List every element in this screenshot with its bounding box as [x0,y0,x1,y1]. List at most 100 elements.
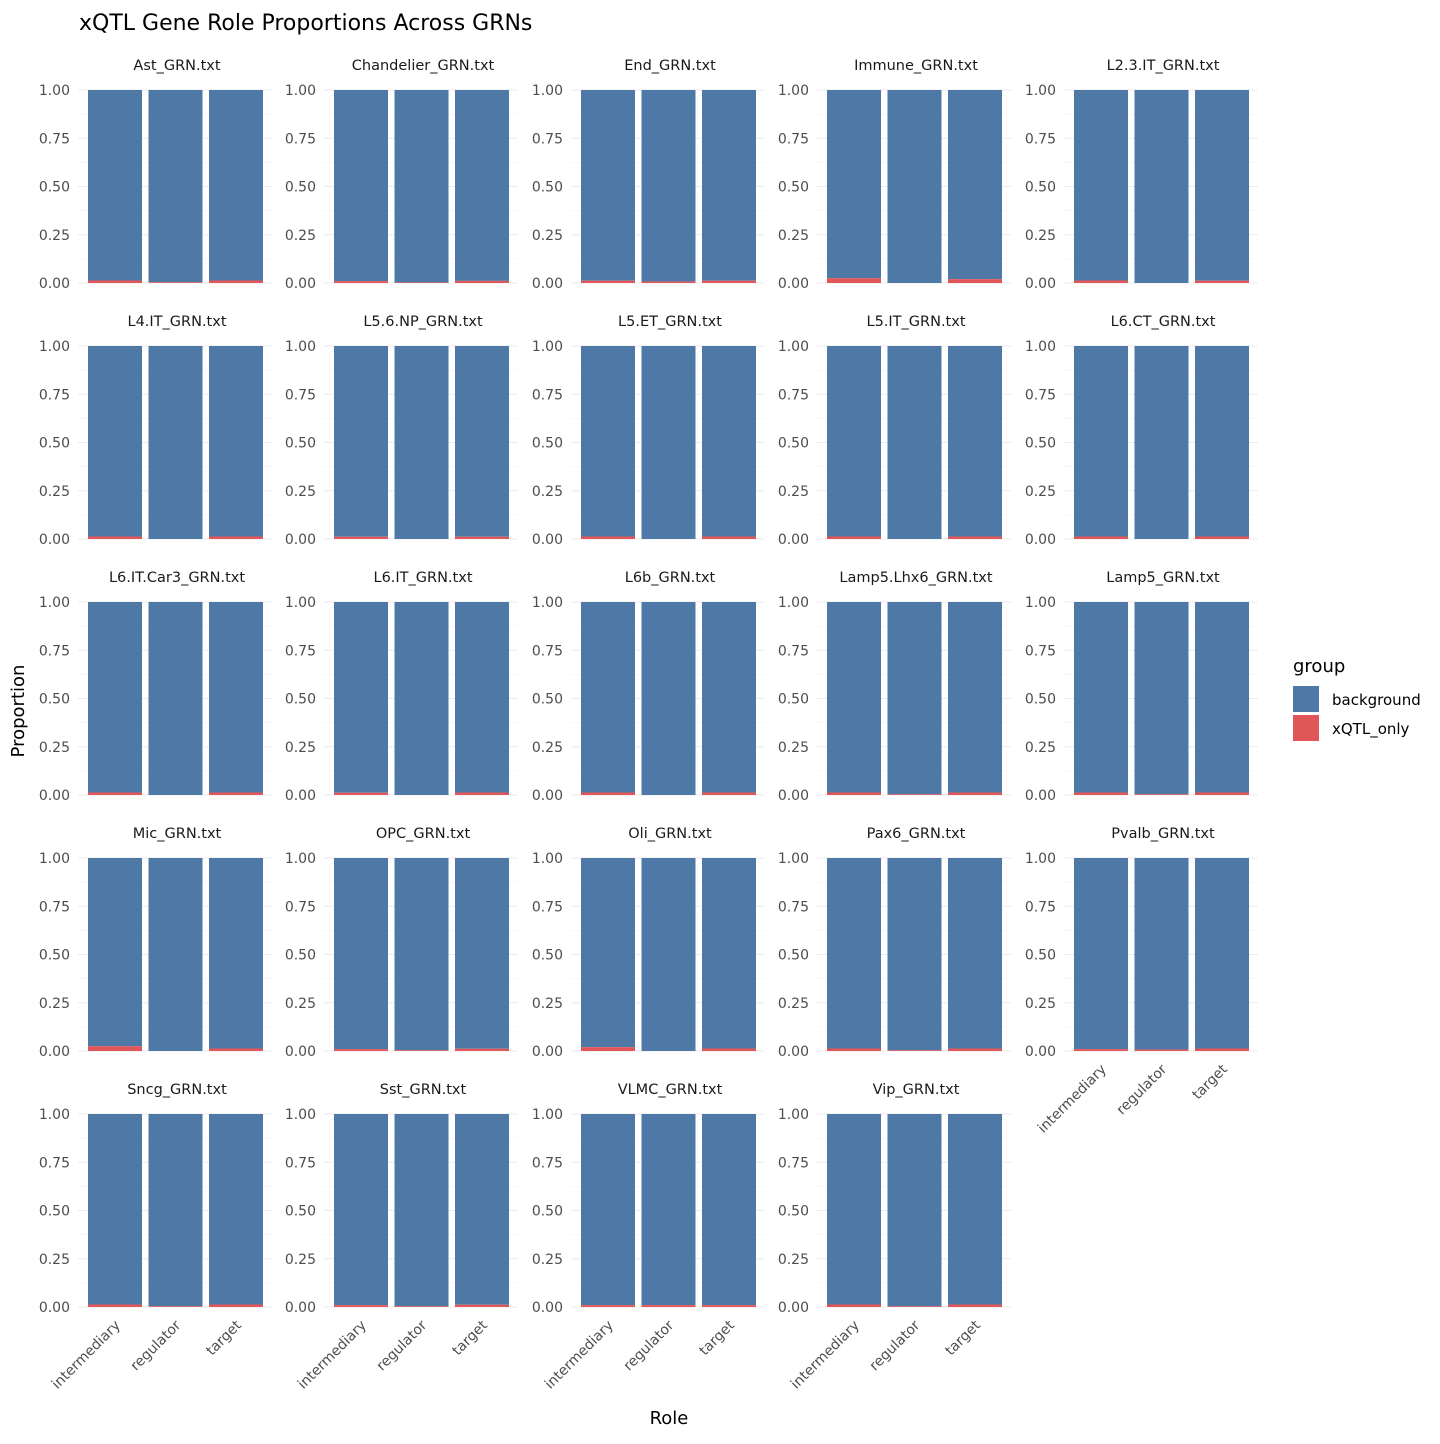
facet-strip-label: OPC_GRN.txt [376,826,471,842]
bar-background-regulator [148,90,203,283]
bar-xqtl-only-intermediary [827,536,881,539]
bar-xqtl-only-target [209,1048,263,1051]
bar-xqtl-only-intermediary [581,792,635,795]
bar-xqtl-only-regulator [1134,794,1189,795]
bar-background-intermediary [827,90,881,279]
facet-l4-it-grn-txt: 0.00 0.25 0.50 0.75 1.00 L4.IT_GRN.txt [39,314,272,548]
y-tick-label: 1.00 [1025,339,1056,355]
bar-xqtl-only-target [209,280,263,283]
bar-xqtl-only-target [948,1048,1002,1051]
facet-pvalb-grn-txt: 0.00 0.25 0.50 0.75 1.00 Pvalb_GRN.txtinterme… [1025,826,1258,1136]
x-tick-label: intermediary [788,1318,863,1393]
y-tick-label: 0.75 [39,387,70,403]
chart-title: xQTL Gene Role Proportions Across GRNs [79,11,532,36]
bar-xqtl-only-target [948,279,1002,283]
bar-background-target [948,90,1002,280]
bar-background-intermediary [827,346,881,537]
bar-background-regulator [641,602,696,795]
bar-xqtl-only-intermediary [581,280,635,283]
y-tick-label: 0.50 [39,948,70,964]
bar-background-regulator [641,1114,696,1306]
x-tick-label: intermediary [295,1318,370,1393]
bar-background-regulator [641,90,696,282]
bar-background-intermediary [1074,90,1128,281]
bar-xqtl-only-regulator [887,1050,942,1051]
y-tick-label: 1.00 [532,339,563,355]
bar-xqtl-only-regulator [641,281,696,283]
y-tick-label: 1.00 [532,1107,563,1123]
y-tick-label: 0.25 [778,1252,809,1268]
y-tick-label: 0.50 [285,948,316,964]
y-tick-label: 0.75 [39,131,70,147]
y-tick-label: 0.25 [1025,740,1056,756]
facet-strip-label: L2.3.IT_GRN.txt [1107,58,1220,74]
y-tick-label: 0.00 [1025,788,1056,804]
facet-strip-label: Pvalb_GRN.txt [1111,826,1215,842]
y-tick-label: 0.75 [778,131,809,147]
y-tick-label: 1.00 [1025,851,1056,867]
bar-background-regulator [1134,90,1189,283]
y-tick-label: 1.00 [532,851,563,867]
bar-xqtl-only-regulator [394,1306,449,1307]
bar-background-target [702,346,756,537]
bar-xqtl-only-target [455,1048,509,1051]
y-tick-label: 0.75 [1025,131,1056,147]
bar-background-target [702,90,756,281]
bar-xqtl-only-intermediary [827,792,881,795]
y-tick-label: 1.00 [1025,83,1056,99]
bar-xqtl-only-regulator [394,282,449,283]
y-tick-label: 0.00 [532,276,563,292]
x-tick-label: regulator [621,1317,678,1374]
bar-background-regulator [887,90,942,283]
legend-title: group [1293,656,1345,677]
y-tick-label: 0.75 [1025,899,1056,915]
x-tick-label: intermediary [542,1318,617,1393]
facet-strip-label: Mic_GRN.txt [133,826,222,842]
bar-background-target [209,90,263,281]
bar-xqtl-only-regulator [148,282,203,283]
y-tick-label: 0.25 [532,740,563,756]
bar-background-intermediary [334,346,388,537]
facet-oli-grn-txt: 0.00 0.25 0.50 0.75 1.00 Oli_GRN.txt [532,826,765,1060]
y-tick-label: 0.75 [532,1155,563,1171]
y-tick-label: 0.25 [39,996,70,1012]
bar-background-regulator [641,346,696,539]
y-tick-label: 0.75 [285,899,316,915]
facet-vlmc-grn-txt: 0.00 0.25 0.50 0.75 1.00 VLMC_GRN.txt intermed… [532,1082,765,1392]
y-tick-label: 0.50 [285,1204,316,1220]
y-tick-label: 0.50 [532,692,563,708]
x-tick-label: target [696,1317,738,1359]
bar-background-target [455,858,509,1049]
bar-background-intermediary [581,602,635,793]
bar-xqtl-only-regulator [1134,1049,1189,1051]
bar-background-intermediary [334,1114,388,1306]
facet-opc-grn-txt: 0.00 0.25 0.50 0.75 1.00 OPC_GRN.txt [285,826,518,1060]
y-tick-label: 0.25 [285,996,316,1012]
facet-l5-et-grn-txt: 0.00 0.25 0.50 0.75 1.00 L5.ET_GRN.txt [532,314,765,548]
x-tick-label: target [449,1317,491,1359]
bar-xqtl-only-intermediary [827,278,881,283]
bar-xqtl-only-intermediary [581,536,635,539]
y-tick-label: 0.75 [285,1155,316,1171]
bar-background-target [1195,602,1249,793]
y-tick-label: 1.00 [778,1107,809,1123]
bar-xqtl-only-intermediary [88,792,142,795]
bar-xqtl-only-intermediary [88,536,142,539]
facet-strip-label: Lamp5_GRN.txt [1106,570,1220,586]
bar-xqtl-only-target [702,280,756,283]
y-tick-label: 0.25 [39,228,70,244]
y-tick-label: 0.75 [39,643,70,659]
bar-background-target [702,1114,756,1306]
y-tick-label: 0.50 [532,180,563,196]
facet-mic-grn-txt: 0.00 0.25 0.50 0.75 1.00 Mic_GRN.txt [39,826,272,1060]
x-tick-label: intermediary [1035,1062,1110,1137]
facet-l5-it-grn-txt: 0.00 0.25 0.50 0.75 1.00 L5.IT_GRN.txt [778,314,1011,548]
facet-strip-label: L6.IT.Car3_GRN.txt [109,570,245,586]
bar-xqtl-only-regulator [641,1305,696,1307]
y-tick-label: 0.00 [39,276,70,292]
facet-l6b-grn-txt: 0.00 0.25 0.50 0.75 1.00 L6b_GRN.txt [532,570,765,804]
y-tick-label: 0.00 [1025,532,1056,548]
bar-background-intermediary [1074,602,1128,793]
facet-strip-label: Ast_GRN.txt [133,58,220,74]
y-tick-label: 0.25 [532,228,563,244]
